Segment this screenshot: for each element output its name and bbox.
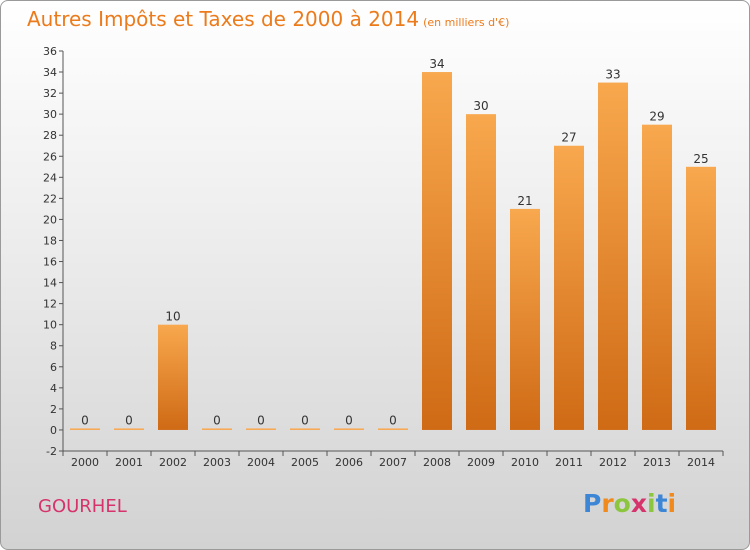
bar-value-label: 0 (125, 413, 133, 427)
x-tick-label: 2012 (599, 456, 627, 469)
y-tick-label: 28 (43, 129, 57, 142)
x-tick-label: 2002 (159, 456, 187, 469)
bar (686, 166, 716, 430)
logo-letter: t (655, 489, 668, 518)
logo-letter: P (583, 489, 602, 518)
bar-value-label: 27 (561, 131, 576, 145)
bar-value-label: 0 (301, 413, 309, 427)
x-tick-label: 2013 (643, 456, 671, 469)
bar-value-label: 29 (649, 110, 664, 124)
chart-title-text: Autres Impôts et Taxes de 2000 à 2014 (27, 7, 420, 31)
bar (246, 428, 276, 430)
bar (510, 208, 540, 430)
x-tick-label: 2007 (379, 456, 407, 469)
bar (466, 114, 496, 430)
bar (598, 82, 628, 430)
chart-title: Autres Impôts et Taxes de 2000 à 2014 (en… (27, 7, 509, 31)
bar (202, 428, 232, 430)
bar-value-label: 21 (517, 194, 532, 208)
y-tick-label: 16 (43, 256, 57, 269)
bar (422, 72, 452, 430)
x-tick-label: 2000 (71, 456, 99, 469)
y-tick-label: 32 (43, 87, 57, 100)
bar-value-label: 34 (429, 57, 444, 71)
logo-letter: o (613, 489, 631, 518)
x-tick-label: 2008 (423, 456, 451, 469)
y-tick-label: 12 (43, 298, 57, 311)
bar (290, 428, 320, 430)
bar (642, 124, 672, 430)
y-tick-label: 2 (50, 403, 57, 416)
y-tick-label: 18 (43, 234, 57, 247)
bar (158, 324, 188, 430)
x-tick-label: 2010 (511, 456, 539, 469)
bar (554, 145, 584, 430)
bar-value-label: 0 (257, 413, 265, 427)
y-tick-label: 14 (43, 277, 57, 290)
proxiti-logo: Proxiti (583, 489, 676, 518)
x-tick-label: 2003 (203, 456, 231, 469)
bar-value-label: 0 (213, 413, 221, 427)
x-tick-label: 2014 (687, 456, 715, 469)
y-tick-label: 20 (43, 213, 57, 226)
y-tick-label: 36 (43, 45, 57, 58)
bar-value-label: 33 (605, 68, 620, 82)
y-tick-label: 26 (43, 150, 57, 163)
bar (334, 428, 364, 430)
y-tick-label: 4 (50, 382, 57, 395)
logo-letter: i (647, 489, 656, 518)
y-tick-label: -2 (46, 445, 57, 458)
bar-value-label: 25 (693, 152, 708, 166)
y-tick-label: 24 (43, 171, 57, 184)
bar-value-label: 10 (165, 310, 180, 324)
x-tick-label: 2004 (247, 456, 275, 469)
y-tick-label: 34 (43, 66, 57, 79)
y-tick-label: 8 (50, 340, 57, 353)
y-tick-label: 30 (43, 108, 57, 121)
bar (378, 428, 408, 430)
y-tick-label: 10 (43, 319, 57, 332)
y-tick-label: 22 (43, 192, 57, 205)
bar (114, 428, 144, 430)
bar-value-label: 30 (473, 99, 488, 113)
chart-subtitle: (en milliers d'€) (423, 16, 510, 29)
x-tick-label: 2011 (555, 456, 583, 469)
bar-value-label: 0 (345, 413, 353, 427)
logo-letter: i (667, 489, 677, 518)
logo-letter: r (601, 489, 614, 518)
y-tick-label: 6 (50, 361, 57, 374)
bar (70, 428, 100, 430)
x-tick-label: 2005 (291, 456, 319, 469)
y-tick-label: 0 (50, 424, 57, 437)
bar-value-label: 0 (389, 413, 397, 427)
commune-name: GOURHEL (38, 496, 127, 517)
x-tick-label: 2006 (335, 456, 363, 469)
chart-data-labels: 0 0 10 0 0 0 0 0 34 30 21 27 33 29 25 (81, 57, 708, 427)
chart-bars (70, 72, 716, 430)
logo-letter: x (630, 489, 647, 518)
bar-value-label: 0 (81, 413, 89, 427)
x-tick-label: 2009 (467, 456, 495, 469)
x-tick-label: 2001 (115, 456, 143, 469)
